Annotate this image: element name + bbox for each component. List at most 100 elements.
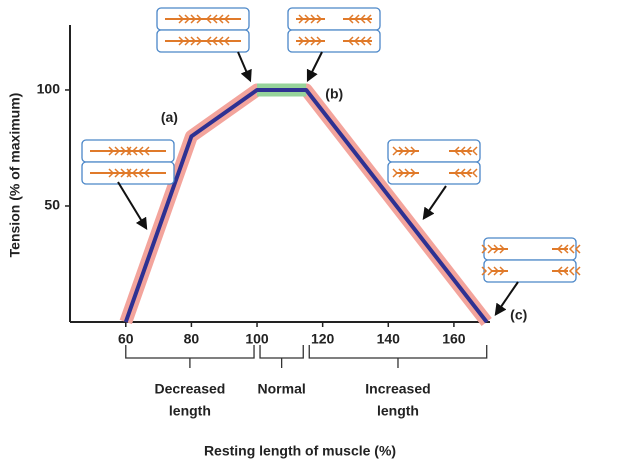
icon-chevron	[184, 36, 191, 46]
icon-chevron	[108, 146, 115, 156]
icon-chevron	[223, 14, 230, 24]
icon-chevron	[304, 36, 311, 46]
sarcomere-icon	[156, 7, 250, 53]
icon-chevron	[568, 266, 575, 276]
x-tick-label: 160	[442, 331, 466, 347]
icon-chevron	[316, 14, 323, 24]
icon-chevron	[453, 146, 460, 156]
icon-chevron	[347, 36, 354, 46]
icon-chevron	[568, 244, 575, 254]
icon-chevron	[205, 36, 212, 46]
line	[123, 87, 489, 324]
icon-chevron	[298, 14, 305, 24]
icon-chevron	[316, 36, 323, 46]
icon-chevron	[404, 146, 411, 156]
icon-chevron	[359, 36, 366, 46]
x-tick-label: 80	[184, 331, 200, 347]
icon-chevron	[217, 14, 224, 24]
icon-chevron	[493, 266, 500, 276]
icon-chevron	[392, 168, 399, 178]
icon-chevron	[487, 244, 494, 254]
icon-chevron	[126, 168, 133, 178]
icon-chevron	[481, 266, 488, 276]
y-axis-label: Tension (% of maximum)	[7, 93, 23, 258]
icon-chevron	[205, 14, 212, 24]
icon-chevron	[365, 14, 372, 24]
icon-chevron	[499, 266, 506, 276]
icon-chevron	[459, 168, 466, 178]
region-label: length	[169, 403, 211, 419]
icon-chevron	[574, 266, 581, 276]
icon-chevron	[108, 168, 115, 178]
icon-chevron	[465, 146, 472, 156]
icon-chevron	[359, 14, 366, 24]
icon-chevron	[298, 36, 305, 46]
icon-chevron	[190, 36, 197, 46]
pointer-arrow	[306, 51, 323, 83]
icon-chevron	[114, 146, 121, 156]
icon-chevron	[120, 146, 127, 156]
icon-chevron	[410, 168, 417, 178]
icon-chevron	[196, 14, 203, 24]
icon-chevron	[196, 36, 203, 46]
icon-box	[287, 29, 381, 53]
icon-chevron	[487, 266, 494, 276]
region-label: Normal	[258, 381, 306, 397]
icon-chevron	[120, 168, 127, 178]
icon-chevron	[310, 36, 317, 46]
icon-chevron	[459, 146, 466, 156]
icon-chevron	[137, 146, 144, 156]
icon-chevron	[365, 36, 372, 46]
icon-chevron	[125, 168, 132, 178]
annotation: (b)	[325, 86, 343, 102]
sarcomere-icon	[81, 139, 175, 185]
icon-box	[387, 161, 481, 185]
icon-chevron	[178, 14, 185, 24]
icon-chevron	[184, 14, 191, 24]
icon-chevron	[143, 146, 150, 156]
y-tick-label: 100	[37, 81, 61, 97]
icon-chevron	[398, 146, 405, 156]
icon-chevron	[304, 14, 311, 24]
region-label: Decreased	[154, 381, 225, 397]
icon-chevron	[471, 146, 478, 156]
x-tick-label: 60	[118, 331, 134, 347]
pointer-arrow	[494, 281, 519, 316]
icon-chevron	[465, 168, 472, 178]
icon-chevron	[353, 36, 360, 46]
region-label: length	[377, 403, 419, 419]
icon-chevron	[493, 244, 500, 254]
icon-chevron	[126, 146, 133, 156]
icon-chevron	[392, 146, 399, 156]
sarcomere-icon	[481, 237, 581, 283]
annotation: (a)	[161, 109, 178, 125]
icon-chevron	[125, 146, 132, 156]
icon-chevron	[574, 244, 581, 254]
icon-chevron	[310, 14, 317, 24]
icon-chevron	[347, 14, 354, 24]
icon-chevron	[556, 244, 563, 254]
pointer-arrow	[117, 181, 148, 231]
x-tick-label: 120	[311, 331, 335, 347]
icon-chevron	[353, 14, 360, 24]
x-tick-label: 140	[377, 331, 401, 347]
icon-chevron	[471, 168, 478, 178]
icon-chevron	[223, 36, 230, 46]
pointer-arrow	[237, 51, 252, 83]
icon-chevron	[453, 168, 460, 178]
icon-chevron	[404, 168, 411, 178]
icon-chevron	[562, 266, 569, 276]
icon-chevron	[114, 168, 121, 178]
icon-chevron	[178, 36, 185, 46]
icon-chevron	[562, 244, 569, 254]
sarcomere-icon	[387, 139, 481, 185]
y-tick-label: 50	[44, 197, 60, 213]
sarcomere-icon	[287, 7, 381, 53]
x-axis-label: Resting length of muscle (%)	[204, 443, 396, 459]
bracket	[308, 345, 488, 368]
bracket	[259, 345, 304, 368]
icon-chevron	[143, 168, 150, 178]
icon-chevron	[190, 14, 197, 24]
icon-chevron	[131, 168, 138, 178]
